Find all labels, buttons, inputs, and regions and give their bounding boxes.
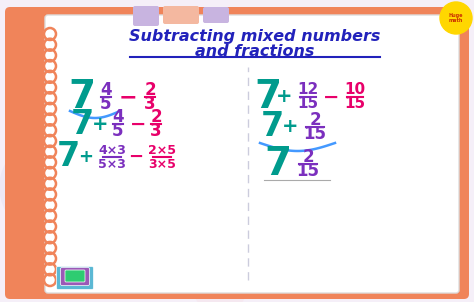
Circle shape <box>44 124 56 136</box>
Text: Subtracting mixed numbers: Subtracting mixed numbers <box>129 30 381 44</box>
FancyBboxPatch shape <box>56 266 93 290</box>
Circle shape <box>44 39 56 51</box>
FancyBboxPatch shape <box>5 7 469 299</box>
Circle shape <box>44 156 56 168</box>
Circle shape <box>44 263 56 275</box>
Text: 15: 15 <box>298 97 319 111</box>
Text: 7: 7 <box>68 78 96 116</box>
Circle shape <box>44 135 56 147</box>
Circle shape <box>44 146 56 158</box>
Circle shape <box>440 2 472 34</box>
Text: 10: 10 <box>345 82 365 98</box>
Circle shape <box>44 274 56 286</box>
FancyBboxPatch shape <box>163 6 199 24</box>
Text: 5: 5 <box>112 122 124 140</box>
Text: Huge
math: Huge math <box>449 13 463 23</box>
Text: 7: 7 <box>264 145 292 183</box>
FancyBboxPatch shape <box>61 268 90 285</box>
Text: 4: 4 <box>112 108 124 126</box>
Text: 2: 2 <box>150 108 162 126</box>
Circle shape <box>44 114 56 126</box>
Circle shape <box>44 167 56 179</box>
Circle shape <box>44 103 56 115</box>
Text: 7: 7 <box>255 78 282 116</box>
Text: 3×5: 3×5 <box>148 158 176 171</box>
Text: 4: 4 <box>100 81 112 99</box>
Circle shape <box>0 139 96 235</box>
Text: −: − <box>118 87 137 107</box>
Circle shape <box>44 220 56 233</box>
Circle shape <box>44 231 56 243</box>
Text: 5: 5 <box>100 95 112 113</box>
Text: 2×5: 2×5 <box>148 143 176 156</box>
Circle shape <box>373 105 457 189</box>
Circle shape <box>44 60 56 72</box>
Text: −: − <box>128 148 144 166</box>
Text: 15: 15 <box>303 125 327 143</box>
Text: 4×3: 4×3 <box>98 143 126 156</box>
Text: 7: 7 <box>56 140 80 174</box>
Circle shape <box>44 252 56 265</box>
FancyBboxPatch shape <box>45 15 459 293</box>
Text: 2: 2 <box>302 148 314 166</box>
Text: −: − <box>130 114 146 133</box>
Text: 12: 12 <box>297 82 319 98</box>
Circle shape <box>44 188 56 201</box>
Circle shape <box>44 28 56 40</box>
Text: 7: 7 <box>70 108 94 140</box>
Text: 15: 15 <box>297 162 319 180</box>
Circle shape <box>44 50 56 61</box>
FancyBboxPatch shape <box>203 7 229 23</box>
Circle shape <box>44 199 56 211</box>
Circle shape <box>44 92 56 104</box>
Circle shape <box>44 242 56 254</box>
Circle shape <box>192 256 248 302</box>
Text: 15: 15 <box>345 97 365 111</box>
Text: 3: 3 <box>150 122 162 140</box>
Text: +: + <box>276 88 292 107</box>
Text: and fractions: and fractions <box>195 43 315 59</box>
Text: −: − <box>323 88 339 107</box>
Text: 7: 7 <box>260 111 283 143</box>
Circle shape <box>44 71 56 83</box>
Text: 2: 2 <box>144 81 156 99</box>
Text: 3: 3 <box>144 95 156 113</box>
Circle shape <box>44 82 56 94</box>
Text: +: + <box>92 114 108 133</box>
FancyBboxPatch shape <box>65 270 85 282</box>
Text: +: + <box>282 117 298 137</box>
Circle shape <box>44 178 56 190</box>
Text: 5×3: 5×3 <box>98 158 126 171</box>
Text: 2: 2 <box>309 111 321 129</box>
FancyBboxPatch shape <box>133 6 159 26</box>
Text: +: + <box>79 148 93 166</box>
Circle shape <box>44 210 56 222</box>
